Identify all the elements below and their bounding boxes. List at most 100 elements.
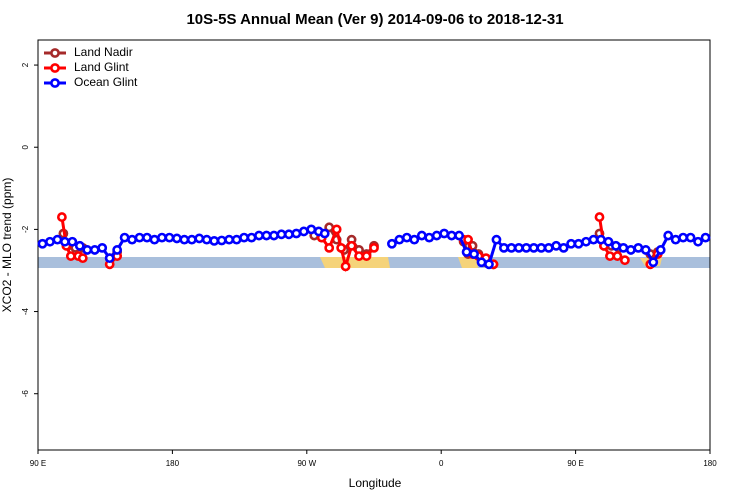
data-point — [446, 230, 457, 241]
data-point — [461, 247, 472, 257]
x-tick-label: 90 E — [567, 459, 583, 468]
data-point — [640, 245, 651, 255]
data-point — [224, 234, 235, 245]
data-point — [37, 238, 48, 249]
data-point — [276, 229, 287, 240]
data-point — [283, 229, 294, 240]
data-point — [693, 236, 703, 247]
data-point — [612, 251, 623, 261]
data-point — [536, 242, 547, 253]
legend-label: Land Nadir — [74, 45, 133, 59]
data-point — [82, 245, 93, 255]
y-axis-label: XCO2 - MLO trend (ppm) — [0, 178, 14, 313]
data-point — [127, 234, 137, 245]
data-point — [543, 242, 554, 253]
legend-swatch — [50, 78, 60, 88]
data-point — [611, 240, 621, 251]
data-point — [97, 242, 108, 253]
data-point — [648, 257, 659, 268]
data-point — [633, 242, 644, 253]
y-tick-label: 2 — [21, 62, 30, 67]
data-point — [491, 234, 502, 245]
data-point — [394, 234, 405, 245]
data-point — [52, 234, 63, 245]
data-point — [605, 251, 615, 261]
data-point — [231, 234, 242, 245]
data-point — [700, 232, 711, 243]
data-point — [142, 232, 152, 243]
data-point — [619, 255, 630, 266]
data-point — [336, 242, 347, 253]
data-point — [476, 257, 487, 268]
data-point — [558, 242, 569, 253]
chart-title: 10S-5S Annual Mean (Ver 9) 2014-09-06 to… — [186, 11, 563, 28]
data-point — [506, 242, 517, 253]
data-point — [45, 236, 55, 247]
data-point — [269, 230, 279, 241]
data-point — [685, 232, 696, 243]
data-point — [469, 249, 479, 259]
data-point — [625, 245, 636, 255]
data-point — [216, 235, 227, 246]
data-point — [77, 253, 88, 264]
data-point — [261, 230, 272, 241]
data-point — [551, 240, 562, 251]
data-point — [678, 232, 689, 243]
data-point — [291, 228, 302, 239]
data-point — [521, 242, 532, 253]
data-point — [319, 228, 330, 239]
data-point — [618, 242, 629, 253]
data-point — [209, 235, 220, 246]
data-point — [424, 232, 435, 243]
legend-label: Ocean Glint — [74, 75, 138, 89]
data-point — [346, 240, 357, 251]
data-point — [484, 259, 494, 270]
data-point — [112, 245, 123, 255]
data-point — [361, 251, 372, 261]
data-point — [596, 234, 606, 245]
data-point — [179, 234, 190, 245]
data-point — [454, 230, 465, 241]
data-point — [663, 230, 674, 241]
data-point — [201, 234, 212, 245]
data-point — [89, 245, 100, 255]
data-point — [566, 238, 577, 249]
data-point — [409, 234, 420, 245]
data-point — [603, 236, 614, 247]
data-point — [416, 230, 427, 241]
y-tick-label: -6 — [21, 390, 30, 398]
data-point — [239, 232, 249, 243]
legend-label: Land Glint — [74, 60, 129, 74]
data-point — [499, 242, 509, 253]
legend-swatch — [50, 63, 60, 73]
data-point — [119, 232, 130, 243]
land-patch — [458, 257, 478, 268]
data-point — [401, 232, 412, 243]
data-point — [439, 228, 450, 239]
x-axis-label: Longitude — [349, 476, 402, 490]
x-tick-label: 180 — [166, 459, 180, 468]
data-point — [588, 234, 599, 245]
x-tick-label: 90 E — [30, 459, 46, 468]
data-point — [134, 232, 145, 243]
data-point — [354, 251, 364, 261]
data-point — [340, 261, 351, 272]
data-point — [171, 233, 182, 244]
data-point — [164, 232, 175, 243]
data-point — [194, 233, 205, 244]
data-point — [573, 238, 584, 249]
data-point — [254, 230, 264, 241]
data-point — [324, 242, 335, 253]
data-point — [59, 236, 70, 247]
data-point — [157, 232, 167, 243]
data-point — [186, 234, 197, 245]
data-point — [74, 240, 85, 251]
data-point — [149, 234, 160, 245]
data-point — [513, 242, 524, 253]
data-point — [104, 253, 115, 264]
data-point — [670, 234, 681, 245]
data-point — [463, 234, 473, 245]
x-tick-label: 0 — [439, 459, 444, 468]
data-point — [369, 242, 379, 253]
